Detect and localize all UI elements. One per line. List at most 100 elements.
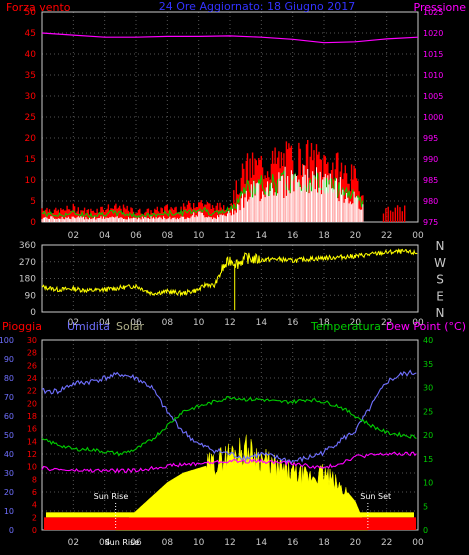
direction-axis-tick: 180 — [19, 275, 36, 285]
thermo-x-tick: 12 — [224, 538, 235, 548]
temperature-axis-tick: 5 — [423, 502, 428, 511]
humidity-line — [41, 369, 417, 465]
dewpoint-label: Dew Point (°C) — [386, 320, 466, 333]
wind-axis-title: Forza vento — [6, 1, 71, 14]
thermo-x-tick: 14 — [256, 538, 268, 548]
wind-x-tick: 02 — [68, 231, 79, 241]
wind-x-tick: 08 — [162, 231, 174, 241]
direction-axis-tick: 0 — [30, 308, 36, 318]
temperature-axis-tick: 10 — [423, 479, 433, 488]
thermo-x-tick: 00 — [412, 538, 424, 548]
pressure-axis-tick: 1025 — [423, 8, 443, 17]
humidity-axis-tick: 70 — [4, 393, 14, 402]
wind-x-tick: 12 — [224, 231, 235, 241]
rain-axis-tick: 18 — [27, 412, 37, 421]
humidity-axis-tick: 50 — [4, 431, 14, 440]
compass-label: E — [436, 289, 444, 303]
thermo-x-tick: 16 — [287, 538, 299, 548]
humidity-axis-tick: 90 — [4, 355, 14, 364]
wind-axis-tick: 50 — [25, 8, 37, 18]
wind-axis-tick: 25 — [25, 113, 36, 123]
temperature-axis-tick: 40 — [423, 336, 433, 345]
sunrise-axis-label: Sun Rise — [105, 538, 140, 547]
wind-axis-tick: 10 — [25, 176, 37, 186]
direction-x-tick: 02 — [68, 318, 79, 328]
temperature-axis-tick: 20 — [423, 431, 433, 440]
wind-x-tick: 16 — [287, 231, 299, 241]
wind-speed-bars-late — [382, 205, 406, 222]
rain-axis-tick: 26 — [27, 361, 37, 370]
rain-band — [44, 517, 416, 530]
thermo-x-tick: 06 — [130, 538, 142, 548]
humidity-axis-tick: 80 — [4, 374, 14, 383]
solar-label: Solar — [116, 320, 145, 333]
humidity-axis-tick: 30 — [4, 469, 14, 478]
temperature-axis-tick: 15 — [423, 455, 433, 464]
wind-axis-tick: 20 — [25, 134, 37, 144]
rain-axis-tick: 24 — [27, 374, 37, 383]
wind-average-bars — [41, 165, 364, 222]
rain-axis-tick: 16 — [27, 425, 37, 434]
rain-axis-tick: 30 — [27, 336, 37, 345]
direction-x-tick: 20 — [350, 318, 362, 328]
pressure-axis-tick: 1000 — [423, 113, 443, 122]
direction-x-tick: 18 — [318, 318, 330, 328]
temperature-label: Temperatura — [310, 320, 381, 333]
direction-axis-tick: 90 — [25, 291, 37, 301]
wind-x-tick: 22 — [381, 231, 392, 241]
direction-x-tick: 06 — [130, 318, 142, 328]
rain-axis-tick: 22 — [27, 387, 37, 396]
pressure-axis-tick: 980 — [423, 197, 438, 206]
wind-x-tick: 04 — [99, 231, 111, 241]
temperature-axis-tick: 30 — [423, 384, 433, 393]
humidity-label: Umidita — [67, 320, 110, 333]
direction-x-tick: 00 — [412, 318, 424, 328]
thermo-x-tick: 08 — [162, 538, 174, 548]
wind-x-tick: 00 — [412, 231, 424, 241]
sunrise-label: Sun Rise — [94, 492, 129, 501]
compass-label: N — [436, 306, 445, 320]
solar-baseline — [46, 512, 414, 518]
wind-axis-tick: 30 — [25, 92, 37, 102]
rain-label: Pioggia — [2, 320, 42, 333]
direction-x-tick: 12 — [224, 318, 235, 328]
wind-direction-line — [41, 248, 418, 298]
wind-axis-tick: 40 — [25, 50, 37, 60]
pressure-axis-tick: 1005 — [423, 92, 443, 101]
direction-x-tick: 16 — [287, 318, 299, 328]
direction-axis-tick: 360 — [19, 241, 36, 251]
pressure-axis-tick: 990 — [423, 155, 438, 164]
rain-axis-tick: 12 — [27, 450, 37, 459]
thermo-x-tick: 18 — [318, 538, 330, 548]
wind-axis-tick: 35 — [25, 71, 36, 81]
dewpoint-line — [41, 451, 417, 474]
compass-label: N — [436, 239, 445, 253]
direction-x-tick: 04 — [99, 318, 111, 328]
rain-axis-tick: 4 — [32, 501, 37, 510]
compass-label: W — [434, 256, 446, 270]
solar-radiation-area — [114, 434, 369, 531]
direction-panel-frame — [41, 244, 419, 313]
direction-x-tick: 10 — [193, 318, 205, 328]
humidity-axis-tick: 10 — [4, 507, 14, 516]
wind-axis-tick: 5 — [30, 197, 36, 207]
rain-axis-tick: 14 — [27, 437, 37, 446]
compass-label: S — [436, 273, 444, 287]
wind-gust-line — [41, 169, 364, 219]
temperature-axis-tick: 0 — [423, 526, 428, 535]
temperature-axis-tick: 25 — [423, 407, 433, 416]
wind-axis-tick: 15 — [25, 155, 36, 165]
sunset-label: Sun Set — [360, 492, 391, 501]
rain-axis-tick: 10 — [27, 463, 37, 472]
pressure-axis-tick: 1015 — [423, 50, 443, 59]
rain-axis-tick: 8 — [32, 475, 37, 484]
humidity-axis-tick: 20 — [4, 488, 14, 497]
direction-x-tick: 08 — [162, 318, 174, 328]
pressure-axis-tick: 995 — [423, 134, 438, 143]
rain-axis-tick: 0 — [32, 526, 37, 535]
thermo-x-tick: 02 — [68, 538, 79, 548]
pressure-line — [41, 32, 419, 44]
thermo-x-tick: 22 — [381, 538, 392, 548]
pressure-axis-tick: 975 — [423, 218, 438, 227]
